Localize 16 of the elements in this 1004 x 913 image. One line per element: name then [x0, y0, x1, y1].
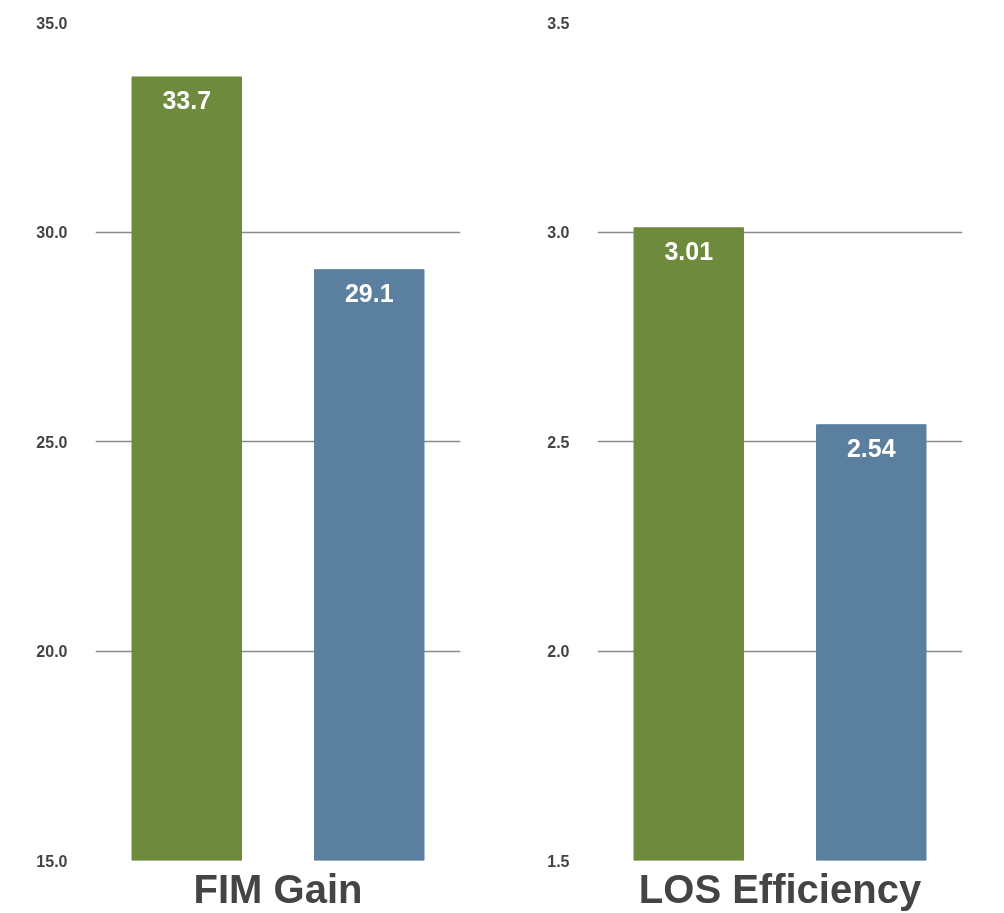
y-tick-label: 35.0	[36, 14, 68, 32]
y-tick-label: 25.0	[36, 433, 68, 451]
y-tick-label: 20.0	[36, 643, 68, 660]
data-label: 2.54	[846, 433, 896, 462]
y-tick-label: 2.0	[547, 643, 570, 660]
x-axis-title: LOS Efficiency	[638, 866, 922, 911]
x-axis-title: FIM Gain	[193, 866, 363, 911]
y-tick-label: 30.0	[36, 224, 68, 241]
y-tick-label: 15.0	[36, 852, 68, 870]
y-tick-label: 3.5	[547, 14, 570, 32]
y-tick-label: 3.0	[547, 224, 570, 241]
y-tick-label: 1.5	[547, 852, 570, 870]
y-tick-label: 2.5	[547, 433, 570, 451]
data-label: 33.7	[162, 85, 212, 114]
data-label: 29.1	[344, 278, 394, 307]
data-label: 3.01	[664, 236, 714, 265]
